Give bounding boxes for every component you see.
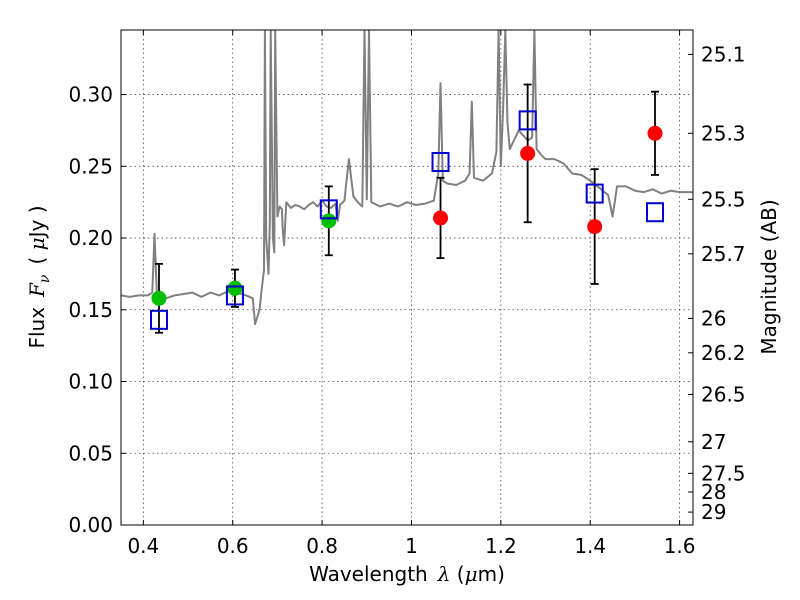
- x-axis-title: Wavelength λ (μm): [309, 562, 505, 586]
- plot-frame: [120, 29, 694, 526]
- grid: [121, 30, 693, 526]
- model-synthetic-photometry-point: [585, 183, 604, 204]
- observed-green-point: [321, 213, 337, 229]
- y-tick-label: 0.30: [68, 83, 113, 107]
- x-tick-label: 0.6: [217, 534, 249, 558]
- x-tick-label: 0.8: [306, 534, 338, 558]
- model-synthetic-photometry-point: [646, 202, 665, 223]
- y2-tick-label: 25.1: [701, 42, 746, 66]
- errorbar-layer: [154, 83, 660, 334]
- y2-tick-label: 26.5: [701, 382, 746, 406]
- y-tick-label: 0.00: [68, 513, 113, 537]
- y2-tick-label: 27.5: [701, 461, 746, 485]
- y2-axis-title: Magnitude (AB): [757, 199, 781, 354]
- y2-tick-label: 26: [701, 306, 726, 330]
- y-axis: 0.00 0.05 0.10 0.15 0.20 0.25 0.30: [68, 83, 126, 537]
- model-synthetic-photometry-point: [149, 309, 168, 330]
- y-tick-label: 0.15: [68, 298, 113, 322]
- observed-red-point: [587, 219, 603, 235]
- model-synthetic-photometry-point: [431, 152, 450, 172]
- model-synthetic-photometry-point: [319, 199, 338, 220]
- y-axis-title: FluxFν( μJy ): [25, 205, 53, 348]
- y2-tick-label: 25.5: [701, 187, 746, 211]
- x-axis: 0.4 0.6 0.8 1 1.2 1.4 1.6: [127, 30, 696, 558]
- observed-red-point: [433, 210, 449, 226]
- x-tick-label: 1.2: [485, 534, 517, 558]
- spectrum-layer: [121, 30, 693, 326]
- x-tick-label: 1: [405, 534, 418, 558]
- y-tick-label: 0.05: [68, 441, 113, 465]
- model-spectrum-line: [121, 30, 693, 326]
- y2-tick-label: 27: [701, 430, 726, 454]
- observed-green-point: [151, 290, 167, 306]
- y2-tick-label: 26.2: [701, 341, 746, 365]
- x-tick-label: 0.4: [127, 534, 159, 558]
- model-synthetic-photometry-point: [225, 285, 244, 306]
- y2-tick-label: 25.3: [701, 121, 746, 145]
- observed-red-point: [647, 125, 663, 141]
- observed-red-point: [520, 145, 536, 161]
- x-tick-label: 1.4: [574, 534, 606, 558]
- y2-tick-label: 25.7: [701, 242, 746, 266]
- y-tick-label: 0.20: [68, 226, 113, 250]
- model-synthetic-photometry-point: [518, 110, 537, 131]
- marker-layer: [149, 110, 665, 330]
- y-tick-label: 0.25: [68, 154, 113, 178]
- y2-tick-label: 28: [701, 480, 726, 504]
- y2-tick-label: 29: [701, 500, 726, 524]
- y-tick-label: 0.10: [68, 370, 113, 394]
- observed-green-point: [227, 280, 243, 296]
- x-tick-label: 1.6: [664, 534, 696, 558]
